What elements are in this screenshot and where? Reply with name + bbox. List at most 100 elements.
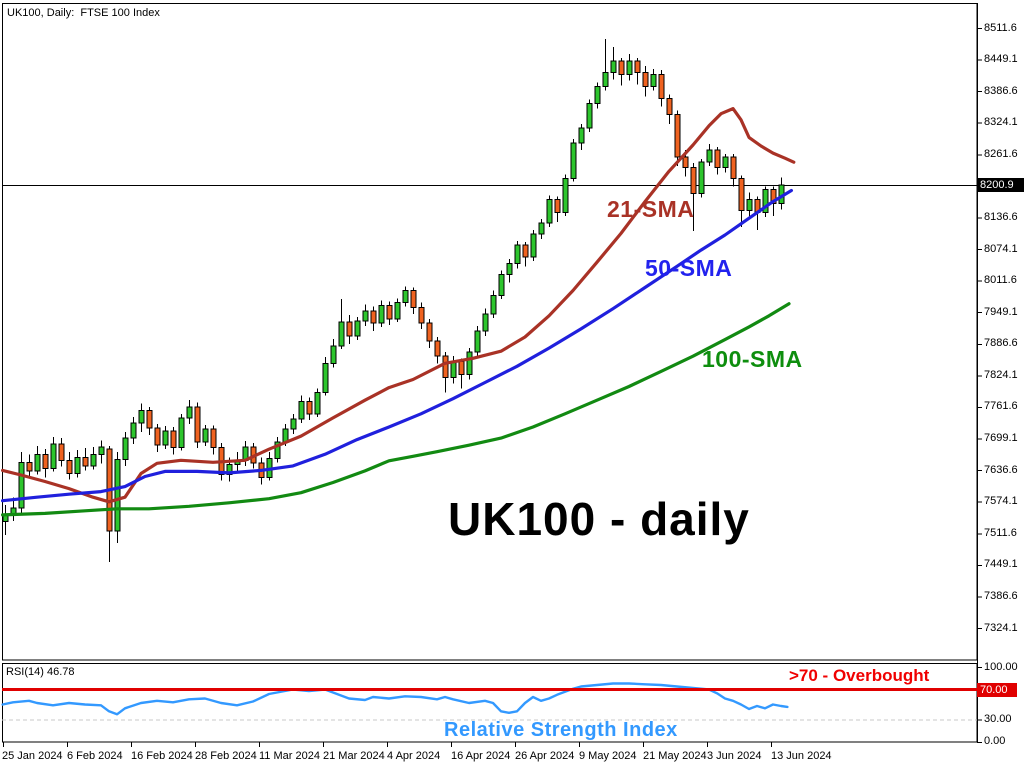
candle-body-up bbox=[722, 156, 729, 168]
candle-body-up bbox=[314, 392, 321, 415]
candle-body-up bbox=[514, 244, 521, 264]
candle-body-down bbox=[410, 290, 417, 309]
candle-body-down bbox=[682, 156, 689, 168]
candle-body-down bbox=[82, 456, 89, 467]
candle-body-up bbox=[298, 401, 305, 420]
candle-body-up bbox=[330, 345, 337, 364]
price-tick-label: 7511.6 bbox=[984, 527, 1017, 539]
candle-body-down bbox=[714, 149, 721, 168]
candle-body-up bbox=[498, 273, 505, 297]
sma50-line bbox=[0, 188, 794, 503]
candle-body-up bbox=[474, 330, 481, 353]
date-tick-label: 13 Jun 2024 bbox=[771, 750, 832, 762]
candle-body-up bbox=[586, 103, 593, 129]
candle-body-up bbox=[538, 222, 545, 235]
price-tick-label: 7949.1 bbox=[984, 306, 1018, 318]
candle-body-up bbox=[18, 461, 25, 509]
candle-body-up bbox=[626, 60, 633, 75]
candle-body-up bbox=[34, 453, 41, 472]
candle-body-up bbox=[178, 417, 185, 449]
price-tick-label: 7761.6 bbox=[984, 400, 1018, 412]
candle-body-down bbox=[66, 459, 73, 474]
candle-body-up bbox=[322, 362, 329, 394]
price-tick-label: 8261.6 bbox=[984, 148, 1018, 160]
price-tick-label: 7574.1 bbox=[984, 495, 1018, 507]
candle-body-down bbox=[554, 199, 561, 214]
date-tick-label: 3 Jun 2024 bbox=[707, 750, 762, 762]
candle-body-down bbox=[58, 443, 65, 461]
candle-body-up bbox=[698, 161, 705, 195]
price-tick-label: 8386.6 bbox=[984, 85, 1018, 97]
candle-body-up bbox=[130, 422, 137, 439]
candle-body-down bbox=[770, 188, 777, 205]
candle-body-down bbox=[386, 305, 393, 320]
candle-body-down bbox=[730, 156, 737, 179]
candle-body-up bbox=[562, 177, 569, 214]
sma21-line bbox=[0, 106, 796, 504]
price-tick-label: 8449.1 bbox=[984, 53, 1018, 65]
sma50-label: 50-SMA bbox=[645, 255, 733, 281]
chart-title: UK100, Daily: FTSE 100 Index bbox=[7, 7, 160, 19]
price-tick-label: 8324.1 bbox=[984, 116, 1018, 128]
candle-body-up bbox=[378, 305, 385, 324]
price-tick-label: 7886.6 bbox=[984, 337, 1018, 349]
candle-body-up bbox=[354, 320, 361, 337]
candle-body-down bbox=[458, 360, 465, 375]
price-tick-label: 8136.6 bbox=[984, 211, 1018, 223]
candle-body-down bbox=[666, 98, 673, 116]
candle-body-down bbox=[26, 461, 33, 472]
rsi-tick-label: 100.00 bbox=[984, 661, 1018, 673]
date-tick-label: 6 Feb 2024 bbox=[67, 750, 123, 762]
candle-body-up bbox=[490, 295, 497, 315]
candle-body-down bbox=[674, 114, 681, 158]
candle-body-down bbox=[426, 322, 433, 342]
candle-body-up bbox=[162, 430, 169, 446]
candle-body-up bbox=[746, 199, 753, 212]
candle-body-up bbox=[578, 127, 585, 144]
candle-body-up bbox=[90, 453, 97, 467]
candle-body-down bbox=[658, 73, 665, 100]
sma100-label: 100-SMA bbox=[702, 346, 803, 372]
candle-body-down bbox=[346, 321, 353, 337]
sma100-line bbox=[0, 302, 791, 517]
candle-body-up bbox=[402, 290, 409, 304]
current-price-box: 8200.9 bbox=[977, 178, 1024, 192]
candle-body-down bbox=[306, 401, 313, 415]
candle-body-up bbox=[138, 409, 145, 424]
date-tick-label: 16 Apr 2024 bbox=[451, 750, 511, 762]
candle-body-down bbox=[642, 71, 649, 87]
candle-body-up bbox=[530, 233, 537, 258]
candle-body-up bbox=[706, 149, 713, 163]
candle-body-down bbox=[522, 244, 529, 258]
date-tick-label: 16 Feb 2024 bbox=[131, 750, 193, 762]
candle-body-down bbox=[618, 60, 625, 75]
rsi-indicator-label: RSI(14) 46.78 bbox=[6, 666, 75, 678]
date-tick-label: 11 Mar 2024 bbox=[259, 750, 320, 762]
candle-body-up bbox=[74, 456, 81, 474]
rsi-title-annotation: Relative Strength Index bbox=[444, 719, 678, 741]
price-tick-label: 7449.1 bbox=[984, 558, 1018, 570]
date-tick-label: 4 Apr 2024 bbox=[387, 750, 441, 762]
candle-body-down bbox=[434, 340, 441, 357]
candle-body-down bbox=[210, 428, 217, 449]
price-tick-label: 7636.6 bbox=[984, 464, 1018, 476]
price-tick-label: 8511.6 bbox=[984, 22, 1017, 34]
rsi-tick-label: 0.00 bbox=[984, 735, 1006, 747]
candle-body-down bbox=[194, 406, 201, 443]
candle-body-up bbox=[394, 302, 401, 320]
date-tick-label: 25 Jan 2024 bbox=[2, 750, 63, 762]
candle-body-up bbox=[362, 310, 369, 322]
price-tick-label: 8074.1 bbox=[984, 243, 1018, 255]
date-tick-label: 28 Feb 2024 bbox=[195, 750, 257, 762]
candle-body-down bbox=[634, 60, 641, 73]
candle-body-up bbox=[202, 428, 209, 443]
date-tick-label: 9 May 2024 bbox=[579, 750, 637, 762]
date-tick-label: 21 Mar 2024 bbox=[323, 750, 385, 762]
candle-body-down bbox=[418, 307, 425, 324]
candle-body-up bbox=[482, 313, 489, 332]
candle-body-down bbox=[370, 310, 377, 324]
main-pane-border bbox=[2, 3, 978, 661]
price-tick-label: 7386.6 bbox=[984, 590, 1018, 602]
